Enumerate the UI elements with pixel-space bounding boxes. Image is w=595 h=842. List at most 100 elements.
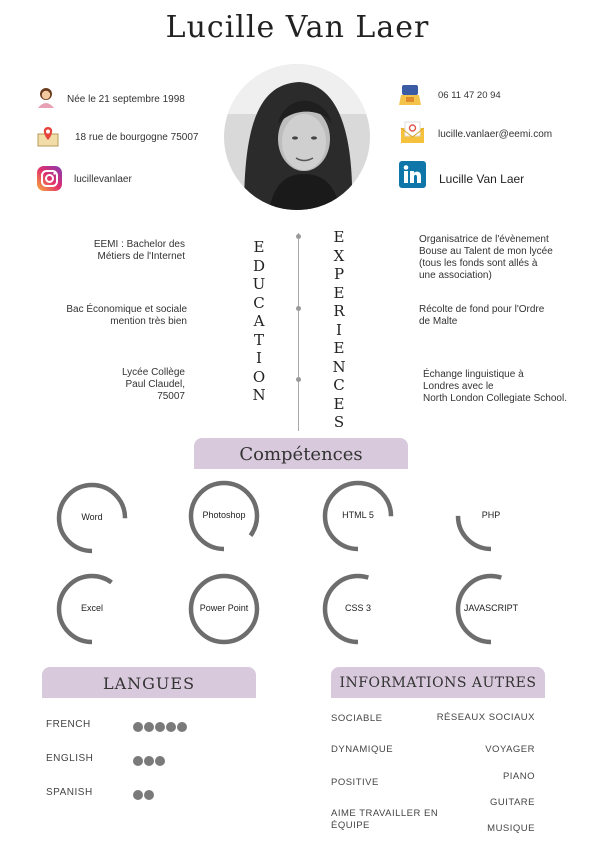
skill-ring: Power Point: [184, 569, 264, 649]
heading-letter: R: [333, 302, 345, 320]
level-dot: [144, 722, 154, 732]
level-dot: [133, 756, 143, 766]
skill-arc: [56, 482, 128, 554]
heading-letter: S: [333, 413, 345, 431]
education-line: EEMI : Bachelor des: [93, 239, 185, 250]
info-item: RÉSEAUX SOCIAUX: [436, 712, 535, 723]
level-dot: [155, 756, 165, 766]
skill-ring: PHP: [451, 476, 531, 556]
language-name: SPANISH: [46, 787, 93, 798]
skill-label: HTML 5: [342, 510, 374, 520]
education-line: mention très bien: [110, 316, 187, 327]
skill-arc: [188, 573, 260, 645]
skill-label: Power Point: [199, 603, 249, 613]
skill-label: PHP: [481, 510, 501, 520]
birth-icon: [35, 86, 57, 113]
heading-letter: U: [252, 275, 266, 293]
info-item: AIME TRAVAILLER EN ÉQUIPE: [331, 808, 439, 831]
competences-banner: Compétences: [194, 438, 408, 469]
instagram-handle[interactable]: lucillevanlaer: [74, 174, 132, 185]
info-item: VOYAGER: [485, 744, 535, 755]
education-item-3: Lycée Collège Paul Claudel, 75007: [60, 367, 185, 403]
phone-number[interactable]: 06 11 47 20 94: [438, 90, 501, 101]
heading-letter: E: [333, 283, 345, 302]
experience-line: Bouse au Talent de mon lycée: [419, 246, 553, 257]
level-dot: [144, 756, 154, 766]
heading-letter: E: [253, 238, 265, 256]
skill-ring: JAVASCRIPT: [451, 569, 531, 649]
skill-ring: HTML 5: [318, 476, 398, 556]
skill-label: Photoshop: [202, 510, 246, 520]
langues-title: LANGUES: [102, 674, 196, 693]
map-pin-icon: [37, 125, 59, 152]
info-item: POSITIVE: [331, 777, 379, 788]
skill-ring: Word: [52, 478, 132, 558]
heading-letter: X: [333, 246, 345, 265]
skill-arc: [56, 573, 128, 645]
birth-date: Née le 21 septembre 1998: [67, 94, 185, 105]
level-dot: [133, 790, 143, 800]
skill-label: Word: [81, 512, 103, 522]
skill-ring: CSS 3: [318, 569, 398, 649]
level-dot: [166, 722, 176, 732]
skill-arc: [188, 480, 260, 552]
skill-arc: [322, 573, 394, 645]
experience-line: Échange linguistique à: [423, 369, 524, 380]
info-item: MUSIQUE: [487, 823, 535, 834]
heading-letter: T: [253, 330, 264, 349]
heading-letter: P: [333, 265, 345, 283]
heading-letter: C: [333, 376, 345, 394]
name-title: Lucille Van Laer: [165, 10, 430, 45]
skill-arc: [455, 573, 527, 645]
info-item: SOCIABLE: [331, 713, 383, 724]
phone-icon: [399, 83, 424, 113]
education-item-1: EEMI : Bachelor des Métiers de l'Interne…: [45, 239, 185, 263]
info-item: PIANO: [502, 771, 535, 782]
language-level: [133, 753, 166, 771]
skill-label: CSS 3: [344, 603, 371, 613]
education-line: Lycée Collège: [121, 367, 185, 378]
timeline-dot: [296, 234, 301, 239]
education-line: Métiers de l'Internet: [97, 251, 185, 262]
education-line: Paul Claudel,: [125, 379, 185, 390]
infos-title: INFORMATIONS AUTRES: [339, 675, 537, 691]
instagram-icon[interactable]: [37, 166, 62, 196]
timeline-dot: [296, 377, 301, 382]
education-line: Bac Économique et sociale: [66, 304, 187, 315]
language-name: FRENCH: [46, 719, 91, 730]
heading-letter: E: [333, 228, 345, 246]
experience-line: Organisatrice de l'évènement: [419, 234, 549, 245]
level-dot: [144, 790, 154, 800]
level-dot: [133, 722, 143, 732]
experience-line: une association): [419, 270, 492, 281]
heading-letter: N: [332, 357, 346, 376]
heading-letter: C: [253, 293, 265, 312]
linkedin-name[interactable]: Lucille Van Laer: [439, 172, 525, 186]
skill-label: Excel: [80, 603, 103, 613]
competences-title: Compétences: [239, 444, 363, 465]
experience-line: Récolte de fond pour l'Ordre: [419, 304, 545, 315]
timeline-line: [298, 233, 299, 431]
heading-letter: N: [252, 386, 266, 404]
heading-letter: I: [256, 349, 262, 367]
email-address[interactable]: lucille.vanlaer@eemi.com: [438, 129, 553, 140]
experience-line: (tous les fonds sont allés à: [419, 258, 538, 269]
education-line: 75007: [157, 391, 185, 402]
heading-letter: O: [252, 367, 266, 386]
language-level: [133, 787, 155, 805]
address: 18 rue de bourgogne 75007: [75, 132, 199, 143]
profile-photo: [224, 64, 370, 210]
heading-letter: D: [252, 256, 266, 275]
timeline-dot: [296, 306, 301, 311]
heading-letter: E: [333, 394, 345, 413]
skill-ring: Excel: [52, 569, 132, 649]
langues-banner: LANGUES: [42, 667, 256, 698]
linkedin-icon[interactable]: [399, 161, 426, 193]
education-item-2: Bac Économique et sociale mention très b…: [30, 304, 187, 328]
info-item: DYNAMIQUE: [331, 744, 394, 755]
experience-item-3: Échange linguistique à Londres avec le N…: [423, 369, 593, 405]
experience-line: Londres avec le: [423, 381, 494, 392]
experience-item-2: Récolte de fond pour l'Ordre de Malte: [419, 304, 584, 328]
